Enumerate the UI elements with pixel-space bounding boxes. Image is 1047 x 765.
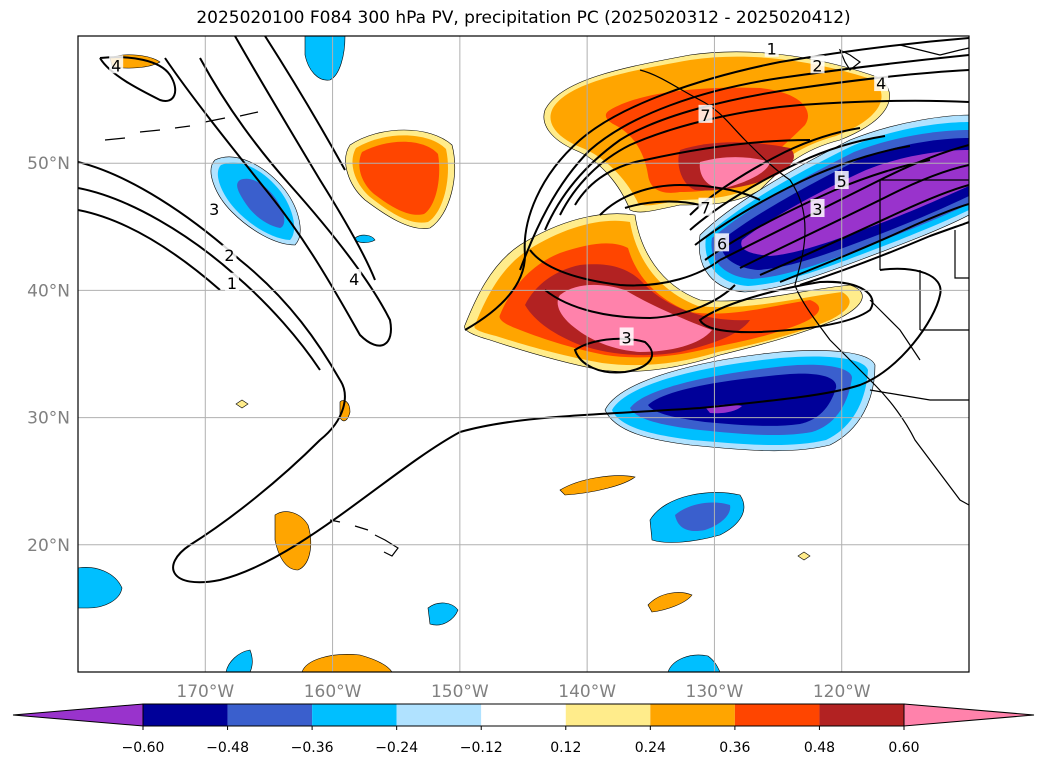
contour-label-bg: [874, 73, 889, 92]
colorbar-frame: [142, 703, 905, 727]
contour-label-bg: [207, 198, 222, 217]
coastlines: [104, 44, 969, 557]
contour-label-bg: [698, 104, 713, 123]
lat-tick-label: 30°N: [27, 409, 70, 429]
contour-label-bg: [715, 233, 730, 252]
precipitation-shading: [78, 36, 969, 672]
colorbar-tick-label: −0.24: [375, 740, 418, 756]
contour-label: 1: [767, 40, 777, 59]
contour-label: 4: [349, 270, 359, 289]
contour-label-bg: [619, 327, 634, 346]
contour-label: 2: [224, 246, 234, 265]
colorbar-tick-label: −0.60: [122, 740, 165, 756]
contour-label: 3: [812, 200, 822, 219]
map-title: 2025020100 F084 300 hPa PV, precipitatio…: [196, 8, 851, 28]
contour-label: 7: [700, 106, 710, 125]
colorbar-box: [312, 704, 397, 726]
lon-axis-labels: 170°W 160°W 150°W 140°W 130°W 120°W: [176, 682, 870, 702]
contour-label-bg: [810, 198, 825, 217]
colorbar-tick-label: 0.12: [550, 740, 581, 756]
colorbar-tick-label: 0.36: [719, 740, 750, 756]
colorbar-tick-label: 0.60: [888, 740, 919, 756]
colorbar-box: [396, 704, 482, 726]
contour-label: 3: [622, 328, 632, 347]
contour-label-bg: [109, 55, 124, 74]
colorbar-tick-label: −0.12: [460, 740, 503, 756]
contour-label: 2: [812, 56, 822, 75]
colorbar-tick-label: 0.48: [804, 740, 835, 756]
colorbar-box: [143, 704, 228, 726]
gridlines: [78, 36, 969, 672]
contour-label-bg: [810, 55, 825, 74]
colorbar-extend-low: [12, 703, 144, 727]
map-frame: [77, 35, 970, 673]
colorbar-box: [734, 704, 820, 726]
lat-axis-labels: 50°N 40°N 30°N 20°N: [27, 154, 70, 556]
colorbar-extend-high: [903, 703, 1035, 727]
lat-tick-label: 50°N: [27, 154, 70, 174]
colorbar-box: [565, 704, 651, 726]
colorbar-tick-label: −0.48: [206, 740, 249, 756]
contour-label-bg: [222, 244, 237, 263]
contour-label-bg: [347, 268, 362, 287]
lon-tick-label: 130°W: [686, 682, 744, 702]
lat-tick-label: 20°N: [27, 536, 70, 556]
contour-label: 7: [700, 199, 710, 218]
colorbar-tick-label: 0.24: [635, 740, 666, 756]
colorbar-box: [227, 704, 313, 726]
contour-label: 5: [837, 172, 847, 191]
colorbar-box: [481, 704, 566, 726]
contour-label: 6: [717, 234, 727, 253]
colorbar-tick-label: −0.36: [291, 740, 334, 756]
contour-label: 4: [111, 56, 121, 75]
lon-tick-label: 150°W: [431, 682, 489, 702]
lon-tick-label: 170°W: [176, 682, 234, 702]
colorbar-box: [819, 704, 904, 726]
lat-tick-label: 40°N: [27, 281, 70, 301]
lon-tick-label: 140°W: [558, 682, 616, 702]
colorbar: −0.60 −0.48 −0.36 −0.24 −0.12 0.12 0.24 0.36 0.4…: [12, 703, 1035, 756]
contour-label-bg: [698, 197, 713, 216]
pv-contours: [78, 36, 969, 584]
lon-tick-label: 160°W: [304, 682, 362, 702]
contour-label-bg: [834, 171, 849, 190]
lon-tick-label: 120°W: [813, 682, 871, 702]
contour-label-bg: [225, 272, 240, 291]
contour-label: 3: [209, 200, 219, 219]
colorbar-box: [650, 704, 735, 726]
contour-label: 1: [227, 274, 237, 293]
contour-label-bg: [764, 38, 779, 57]
contour-label: 4: [876, 74, 886, 93]
